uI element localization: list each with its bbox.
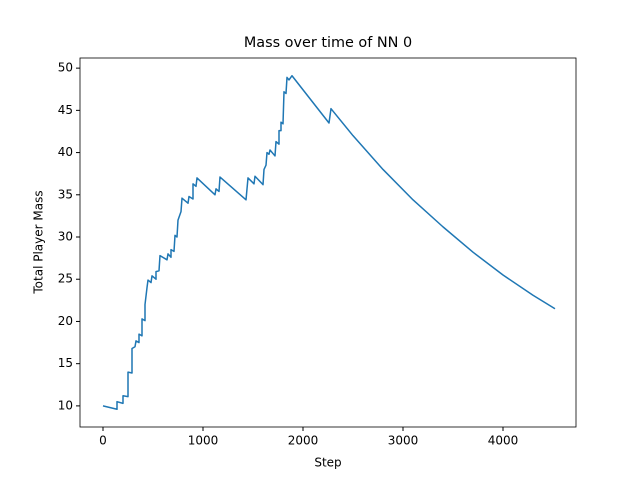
y-tick-label: 20	[58, 314, 73, 328]
x-tick-label: 2000	[288, 434, 319, 448]
x-tick-label: 3000	[388, 434, 419, 448]
line	[102, 74, 556, 411]
x-tick-label: 0	[99, 434, 107, 448]
plot-frame	[79, 57, 577, 428]
y-tick-label: 45	[58, 103, 73, 117]
y-tick-label: 25	[58, 272, 73, 286]
y-tick-label: 30	[58, 230, 73, 244]
x-tick-label: 4000	[488, 434, 519, 448]
y-tick-label: 40	[58, 145, 73, 159]
x-tick-label: 1000	[188, 434, 219, 448]
y-tick-label: 35	[58, 187, 73, 201]
y-tick-label: 15	[58, 356, 73, 370]
chart-title: Mass over time of NN 0	[244, 35, 412, 51]
y-axis-label: Total Player Mass	[32, 190, 46, 294]
y-tick-label: 50	[58, 61, 73, 75]
y-tick-label: 10	[58, 398, 73, 412]
x-axis-label: Step	[314, 456, 341, 470]
